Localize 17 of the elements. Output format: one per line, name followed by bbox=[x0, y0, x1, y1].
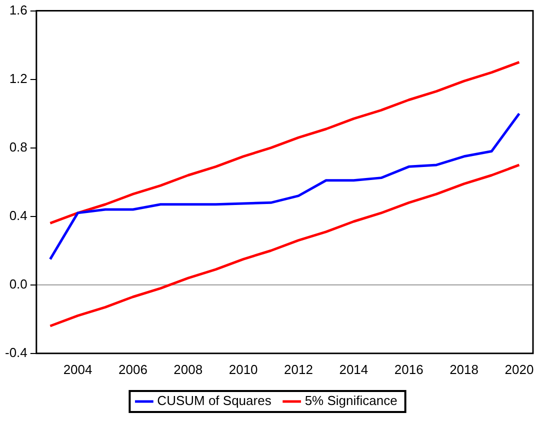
x-tick-label: 2016 bbox=[394, 362, 424, 377]
x-tick-label: 2008 bbox=[174, 362, 203, 377]
x-tick-label: 2018 bbox=[450, 362, 478, 377]
y-tick-label: 1.2 bbox=[9, 70, 28, 86]
y-tick-label: -0.4 bbox=[4, 344, 28, 360]
legend-label: CUSUM of Squares bbox=[157, 393, 272, 408]
y-tick-label: 1.6 bbox=[9, 2, 28, 18]
x-tick-label: 2020 bbox=[504, 362, 534, 377]
x-tick-label: 2006 bbox=[118, 362, 148, 377]
y-tick-label: 0.4 bbox=[9, 208, 28, 223]
x-tick-label: 2012 bbox=[284, 362, 313, 377]
x-tick-label: 2014 bbox=[339, 362, 368, 377]
legend-label: 5% Significance bbox=[304, 393, 398, 408]
x-tick-label: 2004 bbox=[63, 362, 92, 377]
x-tick-label: 2010 bbox=[228, 362, 258, 377]
y-tick-label: 0.0 bbox=[9, 276, 28, 292]
y-tick-label: 0.8 bbox=[9, 139, 28, 154]
